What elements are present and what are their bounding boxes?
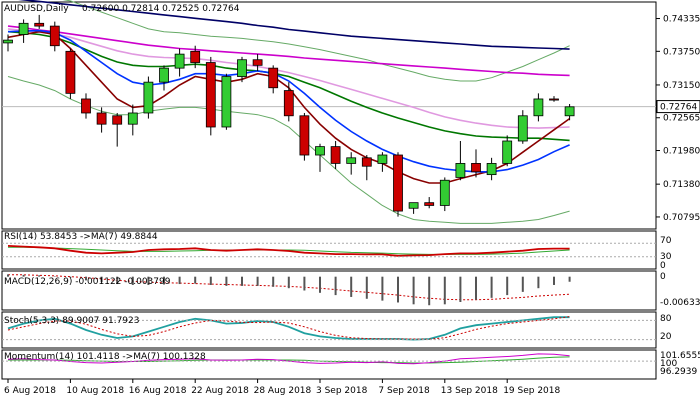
mom-tick-max: 101.6555 [660,351,700,361]
candle-body [549,98,559,101]
stoch-k-line [7,316,570,341]
bollinger-upper [62,0,570,82]
date-tick-label: 7 Sep 2018 [378,386,430,396]
candle-body [81,98,91,114]
stoch-d-line [7,316,570,340]
candle-body [3,39,13,44]
macd-tick-0: 0 [660,272,666,282]
price-tick-label: 0.71380 [663,180,700,190]
candle-body [471,163,481,173]
price-tick-label: 0.73150 [663,81,700,91]
candle-body [330,146,341,164]
candle-body [408,202,419,209]
candle-body [299,115,310,156]
candle-body [127,112,138,125]
macd-tick-min: -0.006331 [660,298,700,308]
price-tick-label: 0.72565 [663,114,700,124]
candle-body [112,115,123,125]
price-tick-label: 0.73750 [663,47,700,57]
date-tick-label: 3 Sep 2018 [316,386,368,396]
candle-body [34,22,45,27]
candle-body [65,50,76,94]
candle-body [533,98,544,117]
candle-body [439,179,450,206]
ohlc-readout: 0.72600 0.72814 0.72525 0.72764 [82,4,240,14]
candle-body [564,106,575,117]
candle-body [424,202,435,206]
rsi-ma-line [8,246,570,255]
rsi-tick-30: 30 [660,252,672,262]
date-tick-label: 13 Sep 2018 [441,386,498,396]
candle-body [49,25,60,47]
candle-body [174,53,185,69]
moving-average-ma_navy [18,0,570,50]
current-price-label: 0.72764 [660,103,697,113]
candle-body [221,76,232,128]
momentum-line [7,353,570,365]
candle-body [502,140,513,164]
price-tick-label: 0.71980 [663,147,700,157]
candle-body [377,154,388,164]
candle-body [486,163,497,176]
candle-body [283,90,294,117]
panel-macd [1,270,657,311]
momentum-label: Momentum(14) 101.4118 ->MA(7) 100.1328 [4,352,206,362]
panel-main [1,1,657,230]
price-tick-label: 0.70795 [663,213,700,223]
stoch-tick-20: 20 [660,332,672,342]
moving-average-ma_magenta [7,25,570,77]
panel-rsi [1,230,657,270]
date-tick-label: 16 Aug 2018 [129,386,187,396]
rsi-line [7,245,570,257]
candle-body [237,59,247,77]
candle-body [143,81,154,114]
price-tick-label: 0.74335 [663,15,700,25]
rsi-tick-70: 70 [660,236,672,246]
stoch-label: Stoch(5,3,3) 89.9007 91.7923 [4,316,139,326]
moving-average-bb_mid [7,28,570,129]
panel-mom [1,349,657,380]
date-tick-label: 22 Aug 2018 [191,386,249,396]
candle-body [18,22,29,35]
moving-average-ma_green [7,30,570,142]
candle-body [517,115,528,142]
date-tick-label: 19 Sep 2018 [503,386,560,396]
date-tick-label: 28 Aug 2018 [254,386,312,396]
candle-body [205,62,216,128]
candle-body [361,157,372,167]
candle-body [268,67,279,89]
chart-title: AUDUSD,Daily [4,4,69,14]
candle-body [455,163,466,178]
date-tick-label: 10 Aug 2018 [66,386,124,396]
date-tick-label: 6 Aug 2018 [4,386,56,396]
candle-body [315,146,325,156]
candle-body [252,59,263,66]
rsi-tick-0: 0 [660,261,666,271]
candle-body [96,112,107,125]
candle-body [190,50,201,63]
candle-body [393,154,403,212]
mom-tick-min: 96.2939 [660,367,697,377]
candle-body [159,67,169,83]
panel-stoch [1,311,657,349]
rsi-label: RSI(14) 53.8453 ->MA(7) 49.8844 [4,232,158,242]
current-price-box [656,100,700,114]
mom-tick-100: 100 [660,359,677,369]
macd-label: MACD(12,26,9) -0.001122 -0.003799 [4,277,171,287]
candle-body [346,157,357,164]
stoch-tick-80: 80 [660,314,672,324]
